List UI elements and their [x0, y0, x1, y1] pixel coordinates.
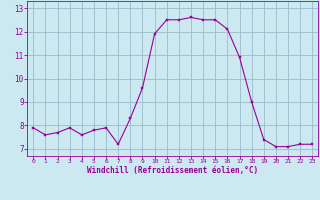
- X-axis label: Windchill (Refroidissement éolien,°C): Windchill (Refroidissement éolien,°C): [87, 166, 258, 175]
